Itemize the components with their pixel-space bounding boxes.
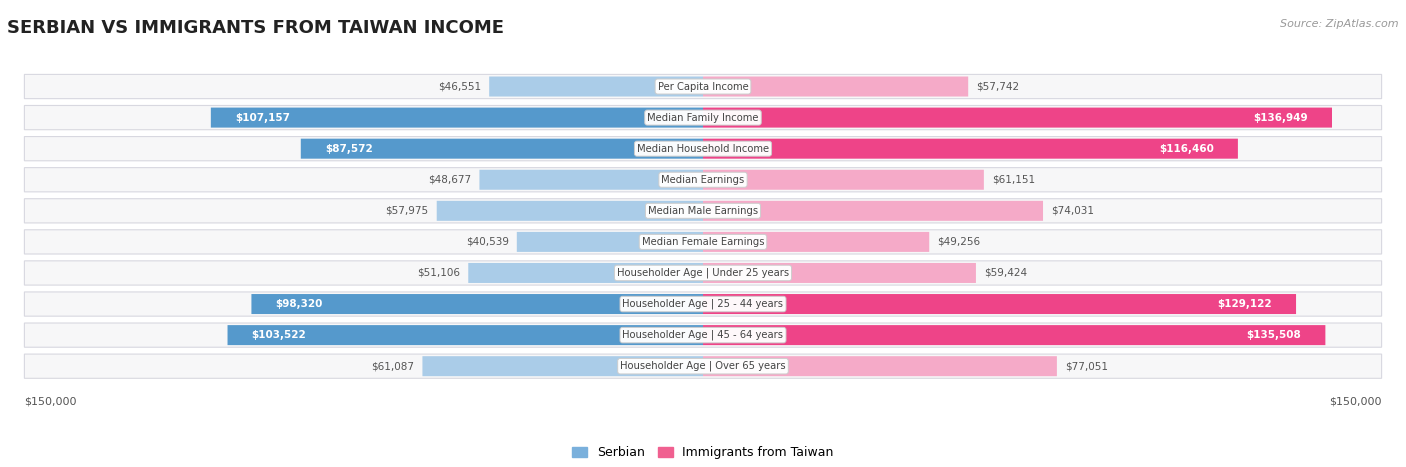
FancyBboxPatch shape: [468, 263, 703, 283]
Text: Median Family Income: Median Family Income: [647, 113, 759, 123]
Text: Median Household Income: Median Household Income: [637, 144, 769, 154]
Text: $103,522: $103,522: [252, 330, 307, 340]
FancyBboxPatch shape: [24, 198, 1382, 223]
Text: $150,000: $150,000: [1329, 397, 1382, 407]
FancyBboxPatch shape: [703, 107, 1331, 127]
FancyBboxPatch shape: [703, 201, 1043, 221]
Text: $116,460: $116,460: [1159, 144, 1213, 154]
FancyBboxPatch shape: [24, 323, 1382, 347]
FancyBboxPatch shape: [252, 294, 703, 314]
Text: Householder Age | Over 65 years: Householder Age | Over 65 years: [620, 361, 786, 371]
FancyBboxPatch shape: [489, 77, 703, 97]
FancyBboxPatch shape: [24, 74, 1382, 99]
Text: Householder Age | Under 25 years: Householder Age | Under 25 years: [617, 268, 789, 278]
FancyBboxPatch shape: [703, 77, 969, 97]
Text: $61,087: $61,087: [371, 361, 415, 371]
Text: $59,424: $59,424: [984, 268, 1028, 278]
FancyBboxPatch shape: [24, 292, 1382, 316]
FancyBboxPatch shape: [703, 139, 1237, 159]
FancyBboxPatch shape: [479, 170, 703, 190]
Text: $49,256: $49,256: [938, 237, 980, 247]
FancyBboxPatch shape: [437, 201, 703, 221]
Text: $57,742: $57,742: [976, 82, 1019, 92]
Text: $107,157: $107,157: [235, 113, 290, 123]
Text: $129,122: $129,122: [1218, 299, 1272, 309]
Text: Median Female Earnings: Median Female Earnings: [641, 237, 765, 247]
FancyBboxPatch shape: [703, 263, 976, 283]
Text: $98,320: $98,320: [276, 299, 323, 309]
FancyBboxPatch shape: [301, 139, 703, 159]
Text: Median Earnings: Median Earnings: [661, 175, 745, 185]
FancyBboxPatch shape: [228, 325, 703, 345]
FancyBboxPatch shape: [703, 356, 1057, 376]
Text: Householder Age | 45 - 64 years: Householder Age | 45 - 64 years: [623, 330, 783, 340]
Legend: Serbian, Immigrants from Taiwan: Serbian, Immigrants from Taiwan: [567, 441, 839, 464]
FancyBboxPatch shape: [24, 354, 1382, 378]
FancyBboxPatch shape: [517, 232, 703, 252]
FancyBboxPatch shape: [703, 325, 1326, 345]
Text: Median Male Earnings: Median Male Earnings: [648, 206, 758, 216]
Text: $51,106: $51,106: [418, 268, 460, 278]
Text: SERBIAN VS IMMIGRANTS FROM TAIWAN INCOME: SERBIAN VS IMMIGRANTS FROM TAIWAN INCOME: [7, 19, 503, 37]
Text: $74,031: $74,031: [1052, 206, 1094, 216]
Text: $40,539: $40,539: [465, 237, 509, 247]
Text: $136,949: $136,949: [1253, 113, 1308, 123]
Text: $61,151: $61,151: [991, 175, 1035, 185]
Text: Per Capita Income: Per Capita Income: [658, 82, 748, 92]
Text: Householder Age | 25 - 44 years: Householder Age | 25 - 44 years: [623, 299, 783, 309]
FancyBboxPatch shape: [24, 168, 1382, 192]
Text: $87,572: $87,572: [325, 144, 373, 154]
FancyBboxPatch shape: [703, 232, 929, 252]
FancyBboxPatch shape: [703, 294, 1296, 314]
Text: $135,508: $135,508: [1247, 330, 1302, 340]
FancyBboxPatch shape: [24, 230, 1382, 254]
FancyBboxPatch shape: [703, 170, 984, 190]
FancyBboxPatch shape: [24, 261, 1382, 285]
FancyBboxPatch shape: [422, 356, 703, 376]
Text: $77,051: $77,051: [1064, 361, 1108, 371]
Text: Source: ZipAtlas.com: Source: ZipAtlas.com: [1281, 19, 1399, 28]
FancyBboxPatch shape: [24, 136, 1382, 161]
FancyBboxPatch shape: [24, 106, 1382, 130]
Text: $48,677: $48,677: [429, 175, 471, 185]
Text: $150,000: $150,000: [24, 397, 77, 407]
Text: $46,551: $46,551: [439, 82, 481, 92]
FancyBboxPatch shape: [211, 107, 703, 127]
Text: $57,975: $57,975: [385, 206, 429, 216]
